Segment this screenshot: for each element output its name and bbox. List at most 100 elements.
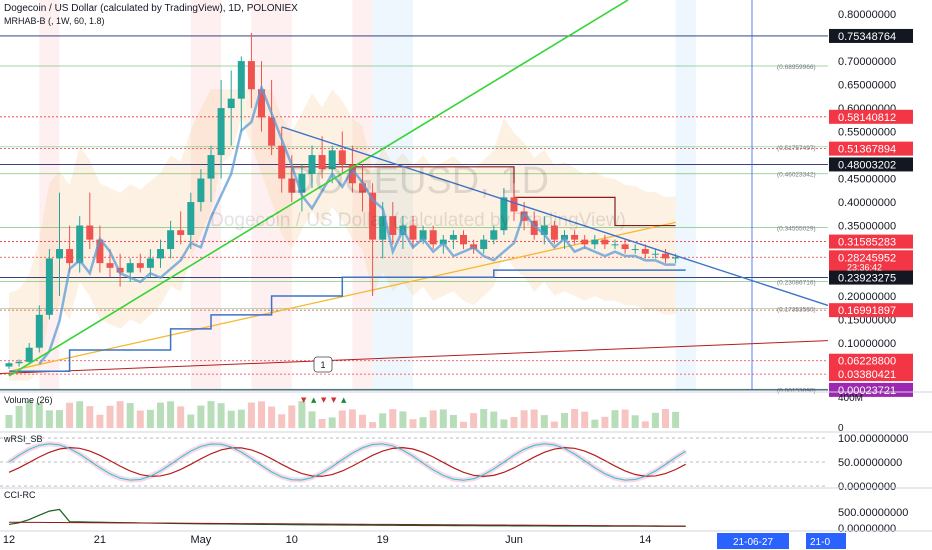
volume-bar — [672, 411, 680, 428]
candle-body — [369, 192, 377, 240]
candle-body — [662, 253, 669, 259]
candle-body — [611, 244, 619, 246]
volume-pane-label: Volume (26) — [4, 395, 53, 405]
price-label-box — [829, 353, 913, 368]
fib-level-label: (0.46023342) — [777, 172, 816, 179]
volume-bar — [237, 409, 245, 428]
volume-bar — [258, 401, 265, 428]
volume-bar — [86, 406, 94, 428]
volume-bar — [530, 409, 538, 428]
volume-bar — [25, 401, 33, 428]
volume-axis-tick: 400M — [838, 393, 863, 404]
candle-body — [429, 230, 437, 245]
candle-body — [126, 263, 134, 273]
date-badge — [806, 533, 846, 549]
candle-body — [258, 89, 265, 118]
candle-body — [672, 257, 680, 259]
candle-body — [631, 249, 639, 251]
candle-body — [550, 225, 558, 240]
volume-signal-marker: ▲ — [311, 396, 317, 404]
cci-axis-tick: 500.00000000 — [838, 507, 908, 519]
candle-body — [237, 61, 245, 99]
volume-signal-marker: ▼ — [301, 396, 307, 404]
candle-body — [540, 225, 548, 235]
volume-bar — [540, 415, 548, 428]
volume-bar — [288, 405, 296, 428]
price-label-box — [829, 157, 913, 172]
candle-body — [25, 347, 33, 362]
volume-bar — [106, 405, 114, 428]
volume-signal-marker: ▼ — [321, 396, 327, 404]
date-badge-text: 21-06-27 — [733, 537, 773, 548]
trailing-stop-step-line — [9, 269, 686, 372]
candle-body — [136, 263, 144, 268]
volume-bar — [167, 401, 175, 428]
price-axis-tick: 0.70000000 — [838, 56, 896, 68]
candle-body — [651, 253, 659, 255]
volume-bar — [359, 414, 366, 428]
candle-body — [56, 249, 63, 259]
volume-signal-marker: ▲ — [341, 396, 347, 404]
watermark-name: Dogecoin / US Dollar (calculated by Trad… — [210, 210, 626, 231]
time-axis-tick: 21 — [94, 534, 106, 546]
volume-bar — [510, 417, 518, 428]
volume-bar — [662, 409, 669, 428]
candle-body — [116, 267, 124, 273]
wrsi-pane-label: wRSI_SB — [4, 434, 43, 444]
volume-bar — [318, 418, 326, 428]
price-axis-tick: 0.55000000 — [838, 127, 896, 139]
candle-body — [581, 239, 589, 245]
volume-bar — [409, 419, 417, 428]
volume-bar — [126, 403, 134, 428]
candle-body — [227, 98, 235, 109]
volume-bar — [66, 402, 74, 428]
price-axis-tick: 0.80000000 — [838, 9, 896, 21]
candle-body — [449, 234, 457, 240]
fib-level-label: (0.23086716) — [777, 280, 816, 287]
price-label-text: 0.51367894 — [838, 144, 896, 156]
watermark-symbol: DOGEUSD, 1D — [287, 160, 549, 202]
volume-bar — [5, 415, 13, 428]
candle-body — [187, 202, 195, 235]
price-axis-tick: 0.10000000 — [838, 338, 896, 350]
volume-bar — [45, 410, 53, 428]
candle-body — [96, 239, 104, 264]
volume-bar — [56, 410, 63, 428]
volume-axis-tick: 0 — [838, 423, 844, 434]
volume-bar — [460, 421, 467, 428]
price-label-box — [829, 382, 913, 397]
time-axis-tick: 19 — [377, 534, 389, 546]
candle-body — [45, 258, 53, 315]
candle-body — [641, 249, 649, 254]
candle-body — [379, 216, 387, 240]
candle-body — [268, 117, 276, 146]
candle-body — [106, 263, 114, 268]
ribbon-line — [38, 83, 676, 365]
price-axis-tick: 0.40000000 — [838, 197, 896, 209]
fib-level-label: (0.68959966) — [777, 64, 816, 71]
candle-body — [490, 230, 498, 240]
long-trend-line — [0, 340, 829, 375]
candle-body — [338, 150, 346, 165]
volume-bar — [187, 414, 195, 428]
volume-bar — [651, 412, 659, 428]
price-label-box — [829, 303, 913, 318]
candle-body — [66, 249, 74, 264]
wrsi-line — [8, 443, 686, 481]
volume-bar — [631, 415, 639, 428]
price-axis-tick: 0.35000000 — [838, 221, 896, 233]
volume-bar — [197, 405, 205, 428]
cci-axis-tick: 0.00000000 — [838, 523, 896, 535]
candle-body — [348, 164, 356, 184]
price-label-box — [829, 270, 913, 285]
cci-signal-line — [8, 521, 686, 527]
volume-bar — [207, 401, 215, 428]
date-badge-text: 21-0 — [810, 537, 830, 548]
volume-bar — [298, 401, 306, 428]
price-label-text: 0.06228800 — [838, 356, 896, 368]
time-highlight-band — [39, 0, 60, 390]
volume-bar — [591, 419, 599, 428]
time-axis-tick: 14 — [639, 534, 651, 546]
price-label-box — [829, 109, 913, 124]
